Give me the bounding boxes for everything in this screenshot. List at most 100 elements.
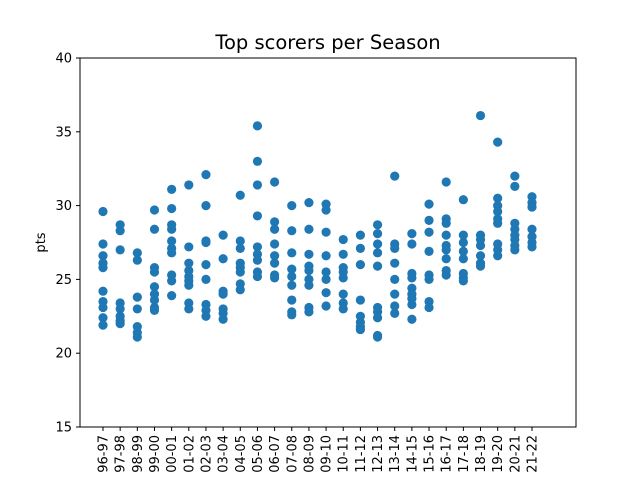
data-point	[132, 255, 142, 265]
data-point	[304, 280, 314, 290]
data-point	[355, 295, 365, 305]
data-point	[287, 226, 297, 236]
x-tick-label: 01-02	[182, 435, 197, 473]
data-point	[287, 264, 297, 274]
data-point	[149, 295, 160, 305]
data-point	[458, 276, 468, 286]
data-point	[458, 254, 468, 264]
data-point	[338, 273, 348, 283]
data-point	[390, 289, 400, 299]
data-point	[321, 267, 331, 277]
data-point	[252, 121, 263, 131]
data-point	[458, 237, 468, 248]
y-tick-label: 40	[55, 52, 72, 67]
data-point	[338, 304, 348, 314]
data-point	[270, 273, 280, 283]
data-point	[475, 251, 486, 261]
data-point	[132, 248, 142, 258]
data-point	[510, 181, 520, 192]
data-point	[167, 291, 177, 301]
data-point	[149, 282, 160, 292]
data-point	[304, 198, 314, 208]
y-tick-label: 35	[55, 125, 72, 140]
data-point	[115, 245, 125, 255]
data-point	[390, 308, 400, 318]
data-points	[98, 110, 537, 342]
x-tick-label: 20-21	[508, 435, 523, 473]
data-point	[287, 280, 297, 290]
data-point	[407, 273, 417, 283]
data-point	[235, 267, 245, 277]
data-point	[355, 260, 365, 270]
data-point	[287, 271, 297, 282]
data-point	[201, 311, 211, 321]
data-point	[441, 270, 451, 280]
data-point	[475, 240, 486, 251]
x-tick-label: 17-18	[457, 435, 472, 473]
data-point	[218, 230, 228, 240]
data-point	[270, 258, 280, 268]
data-point	[132, 332, 142, 342]
x-tick-label: 06-07	[268, 435, 283, 473]
data-point	[167, 276, 177, 286]
data-point	[235, 243, 245, 254]
data-point	[493, 206, 503, 217]
data-point	[424, 215, 434, 225]
data-point	[407, 239, 417, 249]
data-point	[390, 243, 400, 254]
data-point	[441, 230, 451, 240]
data-point	[321, 227, 331, 237]
x-tick-label: 05-06	[251, 435, 266, 473]
data-point	[235, 190, 245, 200]
x-tick-label: 12-13	[371, 435, 386, 473]
data-point	[132, 304, 142, 314]
data-point	[424, 302, 434, 313]
data-point	[493, 218, 503, 228]
data-point	[184, 180, 194, 190]
data-point	[372, 220, 383, 230]
data-point	[184, 304, 194, 314]
x-tick-label: 19-20	[491, 435, 506, 473]
x-tick-label: 00-01	[165, 435, 180, 473]
data-point	[527, 224, 537, 234]
data-point	[201, 201, 211, 211]
data-point	[149, 305, 160, 315]
data-point	[372, 248, 383, 258]
x-tick-label: 02-03	[199, 435, 214, 473]
data-point	[201, 260, 211, 270]
data-point	[372, 229, 383, 239]
data-point	[338, 234, 348, 245]
data-point	[184, 280, 194, 290]
data-point	[270, 217, 280, 227]
data-point	[475, 261, 486, 271]
x-tick-label: 07-08	[285, 435, 300, 473]
chart-title: Top scorers per Season	[214, 31, 440, 54]
data-point	[149, 224, 160, 234]
data-point	[321, 251, 331, 261]
data-point	[475, 110, 486, 121]
data-point	[201, 237, 211, 248]
data-point	[184, 258, 194, 268]
x-tick-label: 09-10	[320, 435, 335, 473]
data-point	[115, 304, 125, 314]
x-tick-label: 13-14	[388, 435, 403, 473]
plot-frame	[79, 57, 577, 428]
data-point	[287, 310, 297, 320]
data-point	[390, 301, 400, 311]
data-point	[321, 301, 331, 311]
data-point	[355, 243, 365, 254]
data-point	[167, 203, 177, 214]
data-point	[252, 242, 263, 252]
data-point	[372, 261, 383, 271]
x-tick-label: 14-15	[405, 435, 420, 473]
data-point	[98, 251, 108, 261]
data-point	[424, 274, 434, 284]
data-point	[407, 314, 417, 324]
data-point	[218, 254, 228, 264]
data-point	[167, 248, 177, 258]
data-point	[304, 265, 314, 276]
x-tick-label: 97-98	[114, 435, 129, 473]
data-point	[98, 302, 108, 313]
y-tick-label: 20	[55, 347, 72, 362]
